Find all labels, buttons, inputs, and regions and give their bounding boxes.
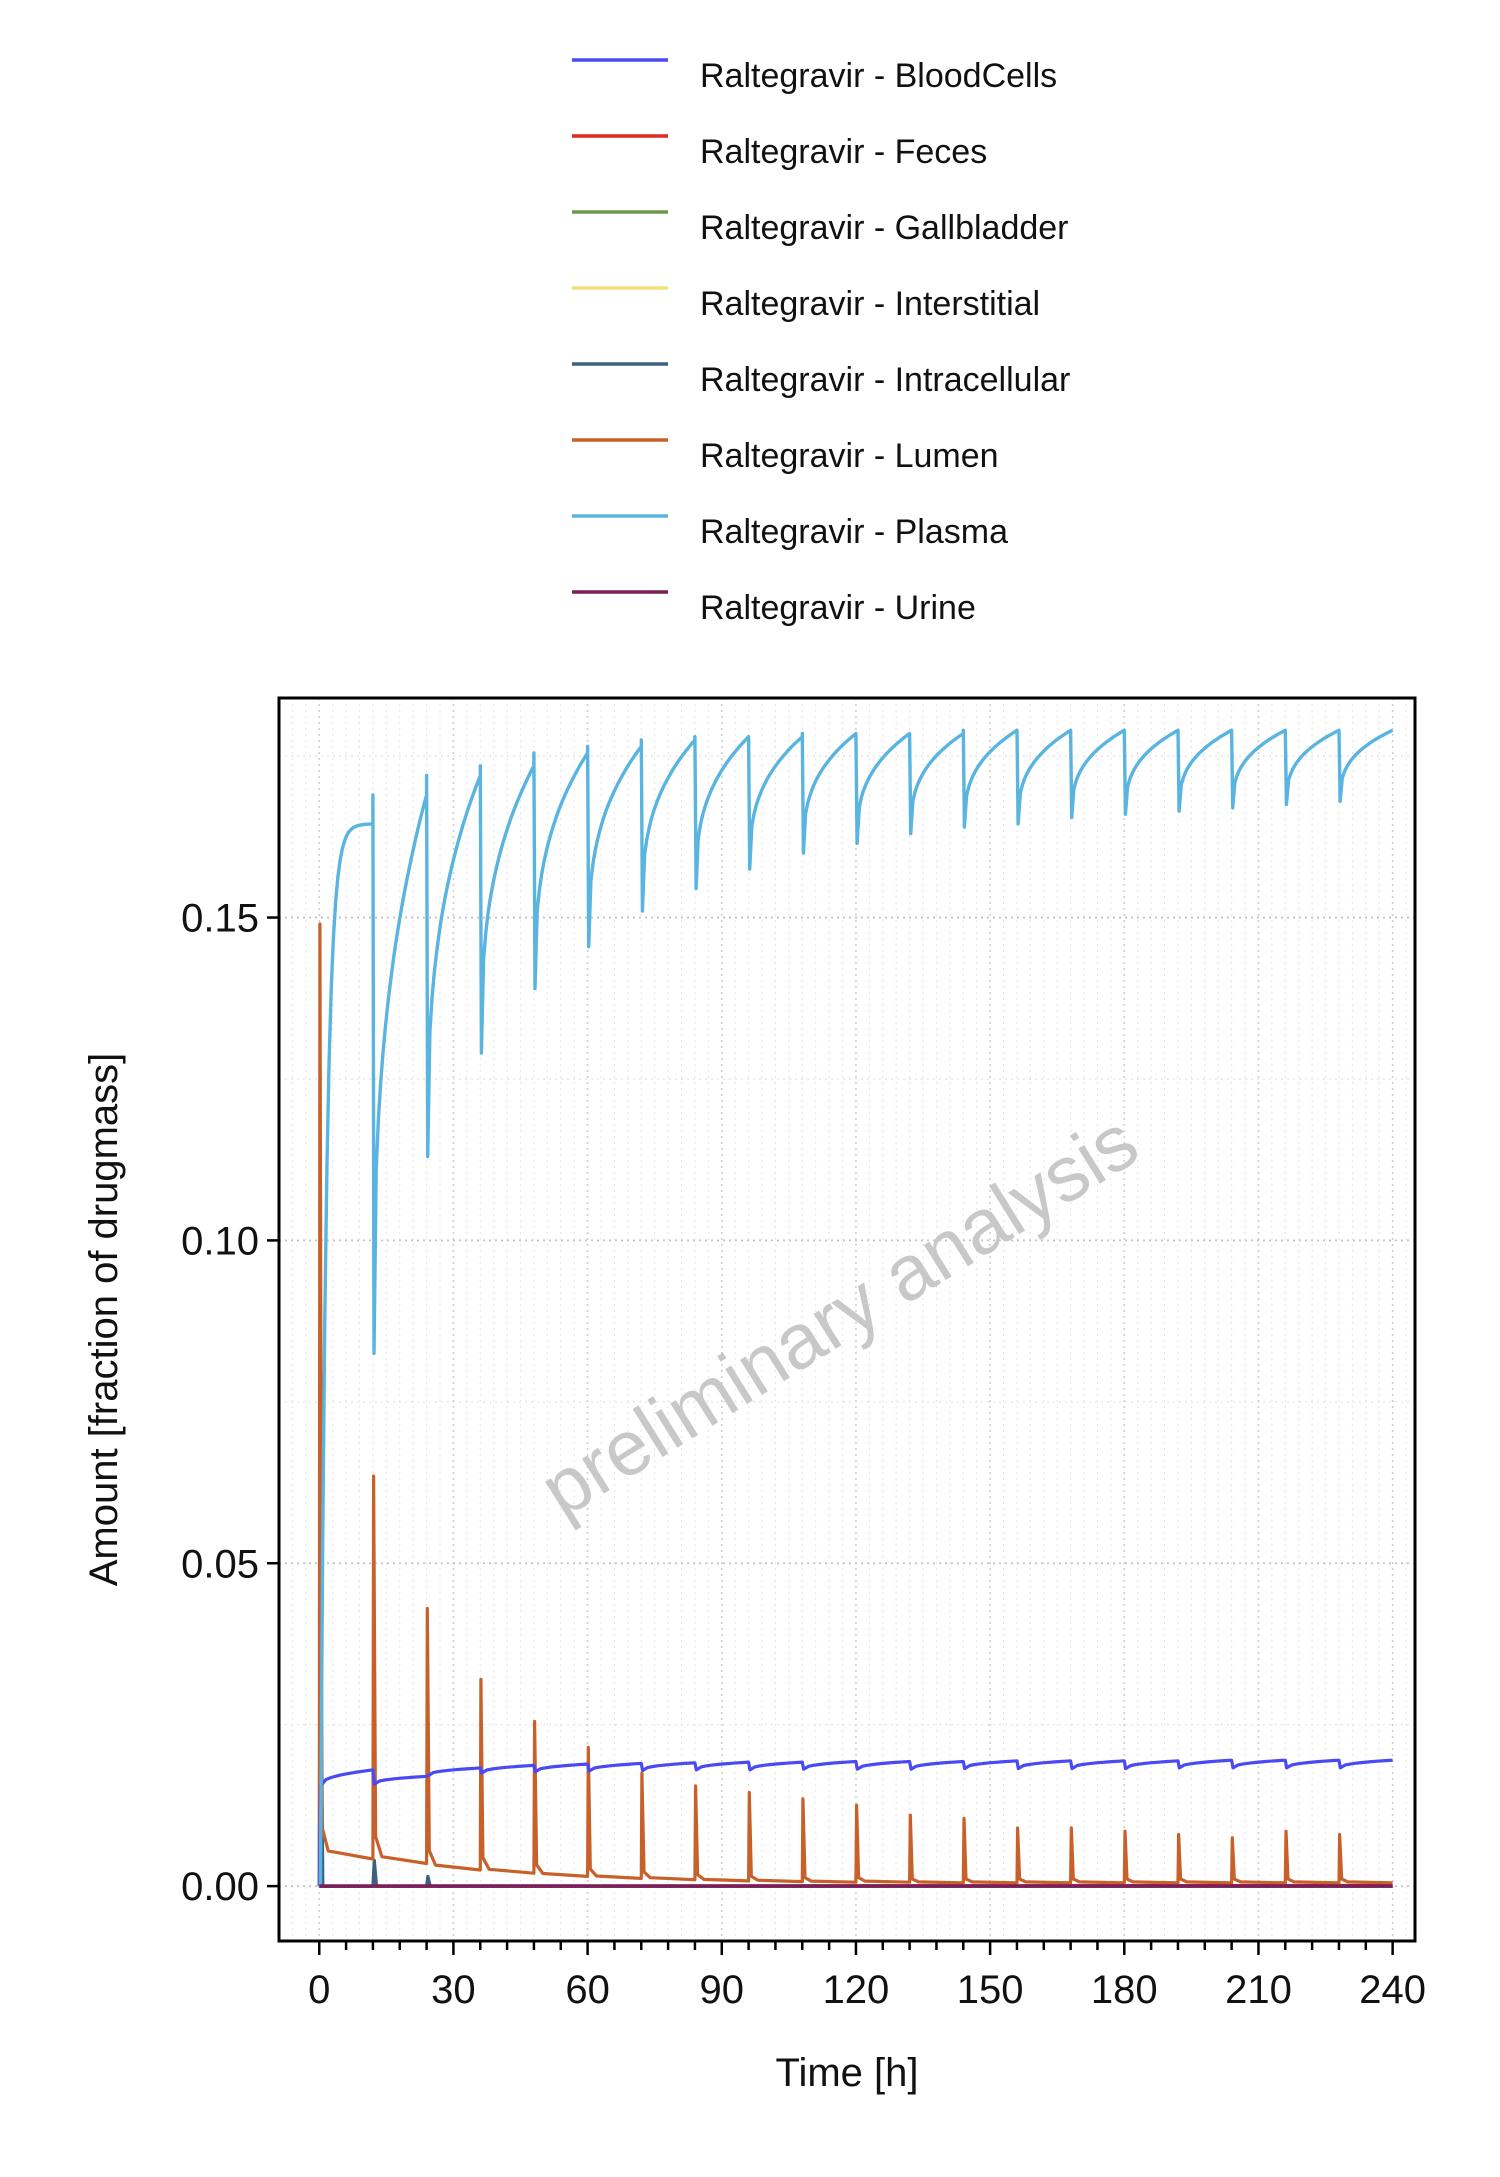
x-tick-label: 30 bbox=[431, 1968, 476, 2012]
x-tick-label: 0 bbox=[308, 1968, 330, 2012]
legend-label: Raltegravir - Interstitial bbox=[700, 285, 1040, 323]
legend-label: Raltegravir - Feces bbox=[700, 133, 987, 171]
series-line-plasma bbox=[318, 728, 1394, 1888]
legend-label: Raltegravir - Lumen bbox=[700, 437, 999, 475]
x-tick-label: 210 bbox=[1225, 1968, 1292, 2012]
legend-item: Raltegravir - BloodCells bbox=[572, 57, 1057, 95]
legend-item: Raltegravir - Plasma bbox=[572, 513, 1008, 551]
legend-label: Raltegravir - Plasma bbox=[700, 513, 1008, 551]
legend-item: Raltegravir - Intracellular bbox=[572, 361, 1070, 399]
legend-item: Raltegravir - Urine bbox=[572, 589, 976, 627]
x-axis-title: Time [h] bbox=[776, 2051, 919, 2095]
x-tick-label: 180 bbox=[1091, 1968, 1158, 2012]
series-line-bloodcells bbox=[317, 1758, 1393, 1887]
x-tick-label: 150 bbox=[957, 1968, 1024, 2012]
x-tick-label: 90 bbox=[700, 1968, 745, 2012]
series-line-lumen bbox=[317, 922, 1393, 1887]
y-tick-label: 0.05 bbox=[181, 1542, 259, 1586]
y-tick-label: 0.00 bbox=[181, 1865, 259, 1909]
legend-label: Raltegravir - BloodCells bbox=[700, 57, 1057, 95]
legend-item: Raltegravir - Gallbladder bbox=[572, 209, 1069, 247]
legend-item: Raltegravir - Feces bbox=[572, 133, 987, 171]
legend-label: Raltegravir - Gallbladder bbox=[700, 209, 1069, 247]
y-tick-label: 0.10 bbox=[181, 1219, 259, 1263]
legend-item: Raltegravir - Interstitial bbox=[572, 285, 1040, 323]
series-group bbox=[317, 728, 1394, 1888]
x-tick-label: 120 bbox=[823, 1968, 890, 2012]
panel-border bbox=[277, 696, 1417, 1943]
plot-area bbox=[277, 696, 1417, 1943]
legend-label: Raltegravir - Intracellular bbox=[700, 361, 1070, 399]
y-tick-label: 0.15 bbox=[181, 897, 259, 941]
y-axis-title: Amount [fraction of drugmass] bbox=[82, 1053, 126, 1587]
x-tick-label: 60 bbox=[565, 1968, 610, 2012]
legend-item: Raltegravir - Lumen bbox=[572, 437, 999, 475]
x-tick-label: 240 bbox=[1359, 1968, 1426, 2012]
x-axis: 0 30 60 90 120 150 180 210 240 bbox=[308, 1941, 1426, 2012]
panel-background bbox=[279, 698, 1415, 1941]
legend-label: Raltegravir - Urine bbox=[700, 589, 976, 627]
y-axis: 0.00 0.05 0.10 0.15 bbox=[181, 897, 279, 1909]
legend: Raltegravir - BloodCells Raltegravir - Fe… bbox=[572, 57, 1070, 627]
